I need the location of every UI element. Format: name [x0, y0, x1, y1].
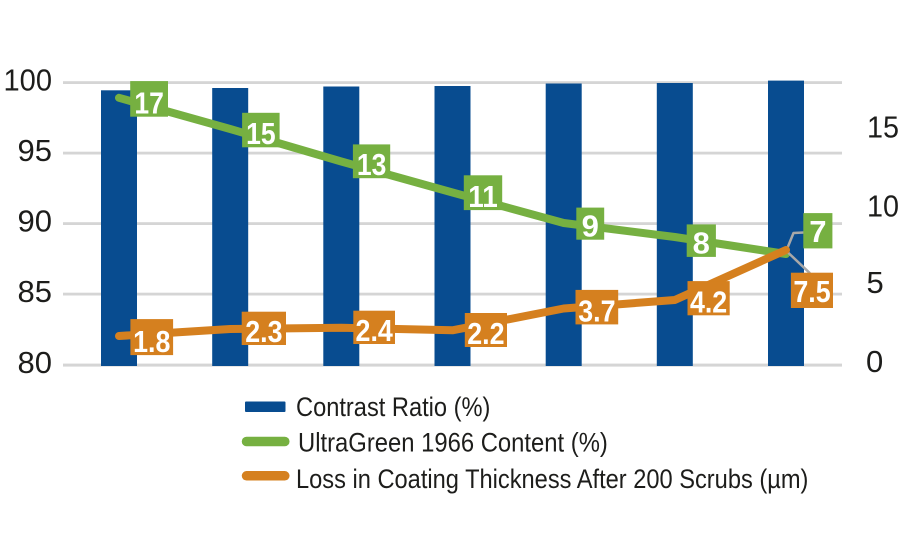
- svg-text:4.2: 4.2: [690, 285, 727, 320]
- svg-text:1.8: 1.8: [133, 324, 170, 359]
- svg-text:Loss in Coating Thickness Afte: Loss in Coating Thickness After 200 Scru…: [296, 464, 808, 494]
- svg-text:11: 11: [468, 179, 498, 214]
- svg-text:13: 13: [357, 147, 387, 182]
- svg-text:5: 5: [867, 265, 884, 300]
- svg-text:90: 90: [18, 204, 53, 239]
- svg-text:7: 7: [809, 214, 826, 249]
- svg-text:8: 8: [693, 226, 710, 261]
- svg-text:15: 15: [246, 116, 276, 151]
- svg-text:85: 85: [18, 274, 53, 309]
- svg-text:17: 17: [134, 86, 164, 121]
- svg-text:2.4: 2.4: [356, 313, 394, 348]
- svg-text:2.2: 2.2: [467, 316, 504, 351]
- svg-text:Contrast Ratio (%): Contrast Ratio (%): [296, 392, 490, 422]
- svg-text:95: 95: [18, 133, 53, 168]
- svg-text:10: 10: [867, 189, 899, 224]
- svg-text:2.3: 2.3: [245, 314, 282, 349]
- svg-text:7.5: 7.5: [793, 274, 830, 309]
- svg-text:15: 15: [867, 110, 899, 145]
- svg-text:9: 9: [582, 209, 599, 244]
- svg-text:80: 80: [18, 345, 53, 380]
- svg-text:100: 100: [4, 63, 53, 98]
- svg-text:UltraGreen 1966 Content (%): UltraGreen 1966 Content (%): [298, 428, 608, 458]
- svg-text:0: 0: [866, 344, 883, 379]
- svg-text:3.7: 3.7: [578, 294, 615, 329]
